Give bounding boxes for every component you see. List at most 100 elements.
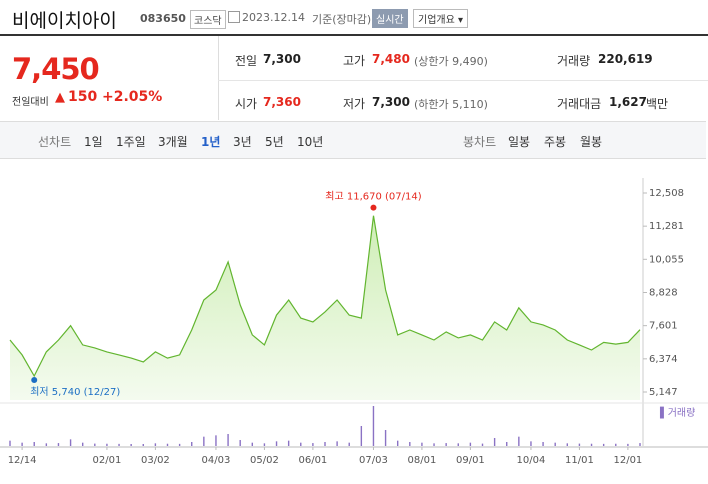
volume-bar: [336, 441, 338, 446]
volume-bar: [239, 440, 241, 446]
period-tab[interactable]: 3개월: [158, 135, 188, 149]
candle-tab[interactable]: 주봉: [544, 135, 567, 149]
volume-bar: [360, 426, 363, 446]
divider: [0, 34, 708, 36]
price-area: [10, 215, 640, 400]
volume-bar: [469, 442, 472, 446]
volume-bar: [300, 442, 302, 446]
stat-label: 거래량: [557, 54, 591, 68]
candle-tab[interactable]: 일봉: [508, 135, 531, 149]
x-tick-label: 12/14: [8, 455, 37, 466]
candle-tab[interactable]: 월봉: [580, 135, 603, 149]
stat-value: 7,360: [263, 95, 301, 109]
period-tab[interactable]: 1주일: [116, 135, 146, 149]
y-tick-label: 12,508: [649, 188, 684, 199]
y-tick-label: 6,374: [649, 354, 678, 365]
stat-label: 시가: [235, 97, 258, 111]
x-tick-label: 07/03: [359, 455, 388, 466]
x-tick-label: 02/01: [93, 455, 122, 466]
stock-code: 083650: [140, 12, 186, 25]
volume-bar: [227, 434, 229, 446]
change-arrow: ▲: [55, 90, 65, 105]
stat-value: 7,480: [372, 52, 410, 66]
volume-bar: [251, 442, 254, 446]
x-tick-label: 03/02: [141, 455, 170, 466]
volume-bar: [9, 440, 11, 446]
volume-bar: [166, 443, 169, 446]
overview-dropdown[interactable]: 기업개요 ▾: [413, 9, 468, 28]
volume-bar: [154, 443, 157, 446]
period-tab[interactable]: 10년: [297, 135, 324, 149]
volume-bar: [421, 442, 423, 446]
divider: [218, 80, 708, 81]
volume-bar: [57, 443, 60, 446]
volume-bar: [396, 440, 399, 446]
calendar-icon: [228, 11, 240, 23]
y-tick-label: 5,147: [649, 387, 678, 398]
volume-bar: [493, 438, 496, 446]
volume-bar: [215, 435, 217, 446]
volume-bar: [445, 443, 447, 446]
volume-bar: [554, 442, 556, 446]
period-tab[interactable]: 1년: [201, 135, 221, 149]
volume-bar: [481, 443, 484, 446]
x-tick-label: 09/01: [456, 455, 485, 466]
x-tick-label: 12/01: [613, 455, 642, 466]
stat-note: (상한가 9,490): [414, 55, 488, 68]
volume-bar: [118, 443, 120, 446]
volume-bar: [69, 439, 72, 446]
volume-bar: [142, 444, 144, 446]
stat-value: 7,300: [372, 95, 410, 109]
volume-bar: [45, 443, 48, 446]
change: 150: [68, 89, 98, 105]
volume-bar: [106, 443, 108, 446]
stat-label: 거래대금: [557, 97, 602, 111]
stat-value: 1,627: [609, 95, 647, 109]
volume-bar: [627, 443, 629, 446]
x-tick-label: 11/01: [565, 455, 594, 466]
min-label: 최저 5,740 (12/27): [30, 386, 120, 398]
volume-bar: [275, 441, 278, 446]
volume-bar: [21, 442, 23, 446]
stat-note: (하한가 5,110): [414, 98, 488, 111]
stat-label: 저가: [343, 97, 366, 111]
y-tick-label: 10,055: [649, 254, 684, 265]
realtime-button[interactable]: 실시간: [372, 9, 408, 28]
volume-bar: [602, 443, 605, 446]
volume-bar: [578, 443, 581, 446]
period-tab[interactable]: 1일: [84, 135, 103, 149]
date: 2023.12.14: [242, 11, 305, 24]
x-tick-label: 08/01: [408, 455, 437, 466]
stat-value: 7,300: [263, 52, 301, 66]
period-tab[interactable]: 5년: [265, 135, 284, 149]
change-rate: +2.05%: [102, 89, 163, 105]
volume-bar: [81, 442, 84, 446]
y-tick-label: 8,828: [649, 287, 678, 298]
chart: 5,147 6,374 7,601 8,828 10,055 11,281 12,508 최고…: [0, 178, 708, 466]
x-tick-label: 10/04: [517, 455, 546, 466]
period-tab[interactable]: 3년: [233, 135, 252, 149]
volume-legend: ▌거래량: [659, 406, 695, 419]
volume-bar: [348, 442, 350, 446]
volume-bar: [287, 440, 290, 446]
volume-bar: [94, 443, 96, 446]
price-line: [9, 215, 641, 378]
tab-heading: 봉차트: [463, 135, 497, 149]
max-marker: [370, 204, 377, 211]
volume-bar: [263, 443, 266, 446]
volume-bar: [384, 430, 387, 446]
volume-bar: [191, 442, 193, 446]
volume-bar: [639, 443, 641, 446]
price: 7,450: [12, 52, 100, 86]
stat-unit: 백만: [646, 97, 669, 111]
min-marker: [31, 376, 38, 383]
divider: [218, 36, 219, 120]
market-badge: 코스닥: [190, 10, 226, 29]
change-label: 전일대비: [12, 97, 49, 108]
volume-bar: [433, 443, 435, 446]
tab-bar: [0, 121, 706, 159]
volume-bar: [615, 443, 617, 446]
volume-bar: [566, 443, 569, 446]
volume-bar: [178, 443, 181, 446]
